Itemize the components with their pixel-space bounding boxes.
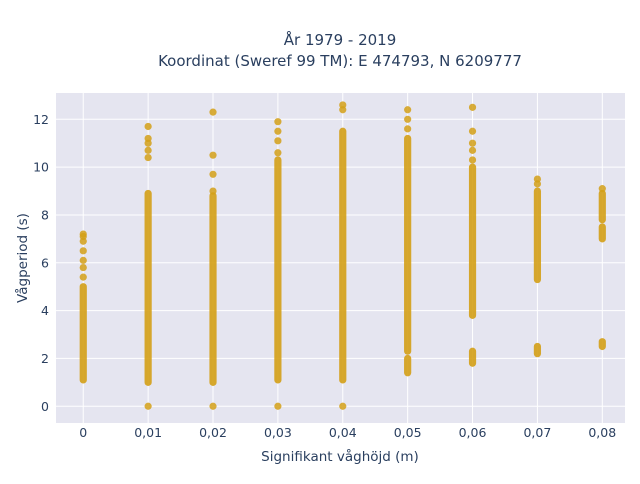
series-column — [468, 103, 477, 367]
series-column — [339, 101, 347, 410]
scatter-point — [144, 153, 152, 162]
scatter-point — [468, 139, 477, 147]
scatter-point — [79, 273, 87, 281]
scatter-point — [209, 187, 217, 195]
chart-title-line1: År 1979 - 2019 — [284, 30, 397, 49]
scatter-point — [209, 151, 217, 159]
series-column — [404, 106, 412, 377]
scatter-point — [144, 134, 152, 143]
x-tick-label: 0,05 — [394, 425, 422, 440]
scatter-point — [209, 170, 217, 178]
scatter-point — [144, 146, 152, 154]
series-column — [533, 175, 542, 358]
scatter-point — [274, 137, 282, 145]
scatter-point — [144, 122, 152, 131]
series-column — [598, 185, 606, 351]
scatter-point — [274, 127, 282, 135]
scatter-point — [274, 149, 282, 157]
scatter-point — [339, 101, 347, 109]
tick-labels: 0 0,01 0,02 0,03 0,04 0,05 0,06 0,07 0,08 0 2 4 6 8 10… — [33, 112, 616, 440]
scatter-point — [209, 402, 217, 410]
scatter-point — [598, 185, 606, 193]
scatter-point — [468, 146, 477, 154]
scatter-point — [339, 402, 347, 410]
x-tick-label: 0,04 — [329, 425, 357, 440]
scatter-point — [404, 125, 412, 133]
scatter-point — [468, 156, 477, 164]
y-tick-label: 12 — [33, 112, 49, 127]
scatter-point — [79, 230, 87, 238]
series-column — [144, 122, 152, 410]
x-tick-label: 0,08 — [588, 425, 616, 440]
scatter-point — [404, 115, 412, 123]
series-column — [209, 108, 217, 410]
x-tick-label: 0,02 — [199, 425, 227, 440]
series-column — [79, 230, 87, 384]
scatter-point — [404, 106, 412, 114]
scatter-point — [144, 402, 152, 410]
y-tick-label: 4 — [41, 303, 49, 318]
chart-title-line2: Koordinat (Sweref 99 TM): E 474793, N 62… — [158, 52, 522, 70]
scatter-point — [79, 247, 87, 255]
y-tick-label: 8 — [41, 207, 49, 222]
scatter-point — [209, 108, 217, 116]
y-tick-label: 2 — [41, 351, 49, 366]
x-tick-label: 0,03 — [264, 425, 292, 440]
y-tick-label: 0 — [41, 399, 49, 414]
scatter-point — [468, 127, 477, 135]
scatter-point — [79, 256, 87, 264]
x-tick-label: 0,06 — [459, 425, 487, 440]
y-tick-label: 6 — [41, 255, 49, 270]
x-tick-label: 0,07 — [523, 425, 551, 440]
y-axis-title: Vågperiod (s) — [14, 213, 31, 303]
series-column — [274, 118, 282, 410]
x-axis-title: Signifikant våghöjd (m) — [261, 448, 419, 465]
data-markers — [79, 101, 606, 410]
scatter-point — [79, 263, 87, 272]
scatter-point — [274, 118, 282, 126]
scatter-point — [468, 103, 477, 111]
scatter-point — [533, 175, 542, 183]
x-tick-label: 0,01 — [134, 425, 162, 440]
y-tick-label: 10 — [33, 160, 49, 175]
scatter-point — [274, 402, 282, 410]
x-tick-label: 0 — [79, 425, 87, 440]
